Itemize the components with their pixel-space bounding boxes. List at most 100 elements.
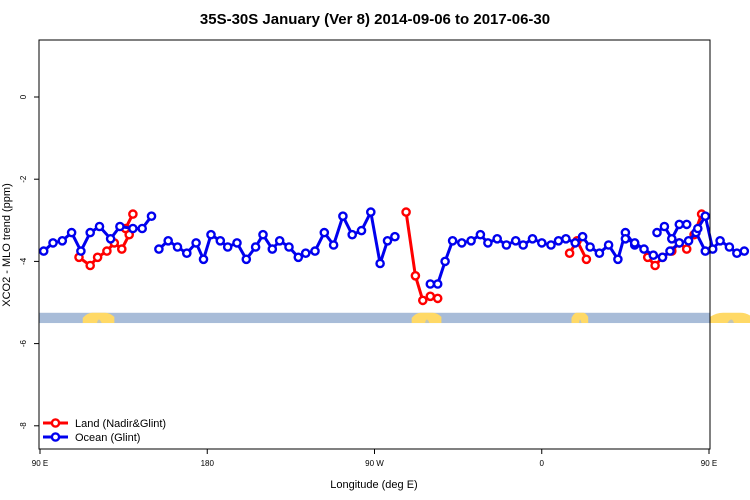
- y-axis: 0 -2 -4 -6 -8: [19, 94, 39, 429]
- data-point: [603, 240, 614, 250]
- data-point: [674, 238, 685, 248]
- data-point: [115, 221, 125, 232]
- data-point: [57, 235, 68, 246]
- data-point: [585, 242, 595, 252]
- data-point: [594, 248, 605, 258]
- data-point: [128, 223, 138, 234]
- data-point: [38, 246, 49, 256]
- y-tick-label: 0: [19, 94, 28, 99]
- data-point: [66, 227, 77, 238]
- data-point: [652, 227, 662, 238]
- x-tick-label: 90 E: [32, 459, 48, 468]
- data-point: [105, 233, 116, 244]
- legend-item: Land (Nadir&Glint): [43, 418, 166, 430]
- x-tick-label: 90 W: [365, 459, 384, 468]
- data-point: [410, 270, 421, 281]
- data-point: [365, 207, 376, 217]
- data-point: [700, 246, 711, 256]
- data-point: [258, 229, 268, 240]
- land-patch: [710, 312, 750, 324]
- data-point: [732, 248, 742, 258]
- legend-marker: [50, 418, 61, 428]
- data-point: [198, 254, 209, 265]
- series-land: [74, 207, 707, 306]
- data-point: [553, 235, 564, 246]
- data-point: [206, 229, 216, 240]
- data-point: [456, 238, 467, 248]
- ocean-band: [39, 312, 710, 324]
- data-point: [425, 279, 436, 289]
- data-point: [674, 219, 685, 230]
- legend-item: Ocean (Glint): [43, 432, 140, 444]
- data-point: [440, 256, 450, 267]
- land-detail: [96, 319, 102, 324]
- data-point: [665, 246, 675, 256]
- data-point: [693, 223, 703, 234]
- data-point: [250, 242, 261, 252]
- data-point: [328, 240, 339, 250]
- land-patch: [82, 312, 115, 324]
- data-point: [382, 235, 393, 246]
- data-point: [570, 238, 581, 248]
- data-point: [700, 211, 711, 221]
- x-tick-label: 90 E: [701, 459, 717, 468]
- data-point: [466, 235, 476, 246]
- data-point: [724, 242, 735, 252]
- data-point: [510, 235, 521, 246]
- y-tick-label: -6: [19, 339, 28, 347]
- data-point: [154, 244, 164, 254]
- data-point: [432, 279, 443, 289]
- data-point: [356, 225, 367, 236]
- series-line: [624, 231, 707, 259]
- series-line: [157, 210, 396, 265]
- data-point: [92, 252, 103, 263]
- data-point: [146, 211, 157, 221]
- data-point: [650, 260, 660, 271]
- data-point: [561, 233, 571, 244]
- series-layer: [38, 207, 750, 306]
- land-detail: [579, 319, 582, 324]
- land-detail: [425, 319, 430, 324]
- data-point: [564, 248, 575, 258]
- data-point: [300, 248, 311, 258]
- data-point: [94, 221, 105, 232]
- data-point: [707, 244, 718, 254]
- data-point: [85, 260, 95, 271]
- data-point: [274, 235, 285, 246]
- y-tick-label: -2: [19, 175, 28, 183]
- data-point: [181, 248, 192, 258]
- x-tick-label: 180: [201, 459, 215, 468]
- data-point: [648, 250, 659, 260]
- data-point: [222, 242, 233, 252]
- data-point: [432, 293, 443, 304]
- data-point: [577, 231, 588, 242]
- data-point: [483, 238, 493, 248]
- data-point: [447, 235, 458, 246]
- data-point: [215, 235, 226, 246]
- chart-title: 35S-30S January (Ver 8) 2014-09-06 to 20…: [200, 11, 550, 28]
- data-point: [172, 242, 183, 252]
- data-point: [128, 209, 138, 219]
- data-point: [76, 246, 86, 256]
- data-point: [319, 227, 330, 238]
- data-point: [137, 223, 147, 234]
- y-tick-label: -4: [19, 257, 28, 265]
- data-point: [310, 246, 320, 256]
- data-point: [232, 238, 242, 248]
- y-tick-label: -8: [19, 422, 28, 430]
- data-point: [85, 227, 95, 238]
- data-point: [501, 240, 512, 250]
- data-point: [390, 231, 400, 242]
- series-line: [42, 215, 153, 253]
- data-point: [241, 254, 252, 265]
- data-point: [267, 244, 278, 254]
- legend-label: Ocean (Glint): [75, 432, 140, 444]
- data-point: [284, 242, 294, 252]
- data-point: [659, 221, 670, 232]
- series-ocean: [38, 207, 750, 289]
- data-point: [293, 252, 304, 263]
- data-point: [629, 238, 640, 248]
- land-patch: [571, 312, 589, 324]
- data-point: [338, 211, 348, 221]
